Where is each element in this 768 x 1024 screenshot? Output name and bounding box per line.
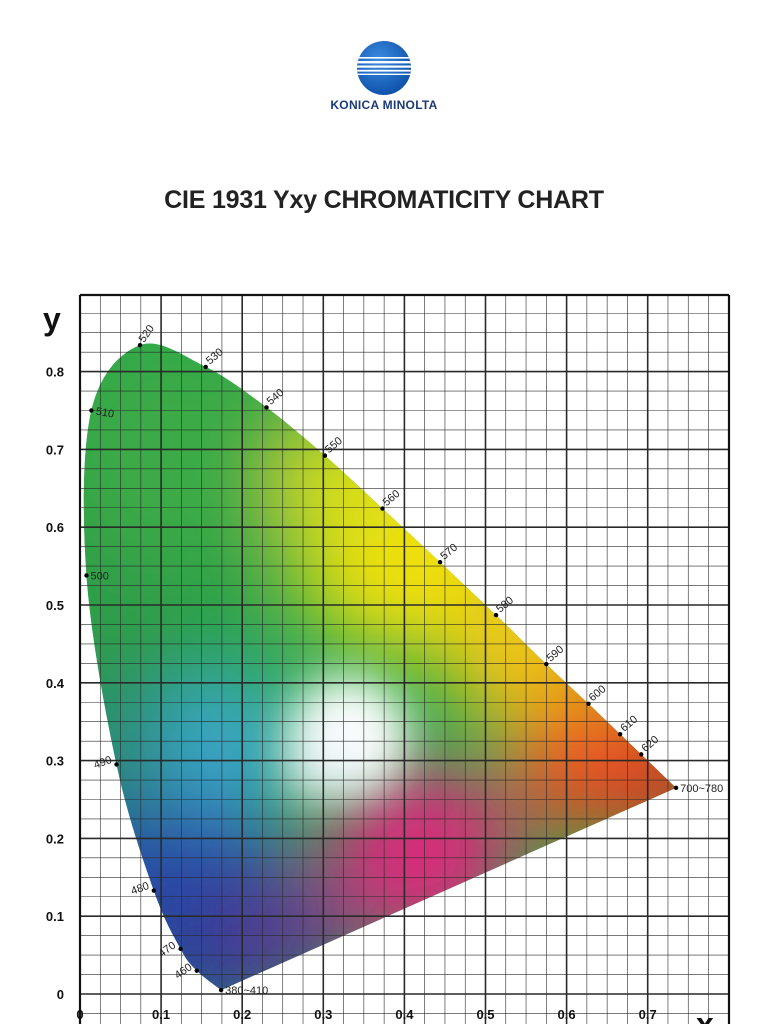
chart-title: CIE 1931 Yxy CHROMATICITY CHART bbox=[164, 186, 604, 214]
x-tick-label: 0.5 bbox=[476, 1007, 494, 1022]
grid bbox=[79, 295, 730, 1024]
wavelength-label: 590 bbox=[545, 643, 567, 664]
x-tick-label: 0.2 bbox=[233, 1007, 251, 1022]
wavelength-label: 610 bbox=[618, 713, 640, 734]
wavelength-label: 480 bbox=[129, 880, 150, 898]
x-tick-label: 0.6 bbox=[558, 1007, 576, 1022]
wavelength-point bbox=[380, 506, 385, 511]
wavelength-label: 500 bbox=[90, 570, 108, 582]
wavelength-label: 620 bbox=[639, 734, 661, 755]
wavelength-point bbox=[322, 453, 328, 458]
wavelength-label: 380~410 bbox=[225, 985, 268, 997]
wavelength-point bbox=[137, 342, 143, 348]
wavelength-label: 580 bbox=[494, 594, 516, 615]
wavelength-point bbox=[264, 405, 269, 410]
wavelength-label: 570 bbox=[438, 542, 460, 563]
x-tick-label: 0.1 bbox=[152, 1007, 170, 1022]
brand-name: KONICA MINOLTA bbox=[330, 98, 438, 112]
y-tick-label: 0 bbox=[57, 987, 64, 1002]
globe-icon bbox=[357, 41, 411, 95]
wavelength-label: 510 bbox=[95, 406, 115, 421]
y-tick-label: 0.6 bbox=[46, 520, 64, 535]
plot-frame bbox=[78, 293, 731, 1024]
wavelength-label: 490 bbox=[92, 754, 113, 772]
axis-labels: yx bbox=[43, 301, 714, 1024]
y-tick-label: 0.3 bbox=[46, 754, 64, 769]
wavelength-label: 700~780 bbox=[680, 783, 723, 795]
x-tick-label: 0.4 bbox=[395, 1007, 414, 1022]
brand-logo: KONICA MINOLTA bbox=[0, 40, 768, 112]
wavelength-label: 520 bbox=[137, 323, 157, 345]
y-tick-label: 0.8 bbox=[46, 365, 64, 380]
wavelength-point bbox=[586, 701, 591, 707]
wavelength-label: 550 bbox=[323, 435, 345, 456]
wavelength-label: 530 bbox=[204, 346, 226, 367]
y-tick-label: 0.1 bbox=[46, 909, 64, 924]
wavelength-point bbox=[437, 560, 443, 565]
wavelength-point bbox=[673, 785, 679, 791]
x-tick-label: 0.7 bbox=[639, 1007, 657, 1022]
wavelength-point bbox=[218, 987, 224, 993]
x-tick-label: 0.3 bbox=[314, 1007, 332, 1022]
wavelength-label: 600 bbox=[587, 683, 609, 704]
wavelength-point bbox=[617, 731, 623, 737]
wavelength-point bbox=[203, 364, 208, 370]
spectral-locus-fill bbox=[83, 343, 677, 991]
wavelength-point bbox=[194, 968, 199, 973]
y-tick-label: 0.5 bbox=[46, 598, 64, 613]
wavelength-label: 540 bbox=[265, 387, 287, 408]
y-tick-label: 0.2 bbox=[46, 831, 64, 846]
wavelength-label: 470 bbox=[156, 940, 178, 960]
wavelength-point bbox=[151, 888, 157, 893]
x-axis-label: x bbox=[696, 1006, 714, 1024]
x-tick-label: 0 bbox=[76, 1007, 83, 1022]
y-tick-label: 0.4 bbox=[46, 676, 65, 691]
wavelength-point bbox=[84, 573, 89, 578]
wavelength-point bbox=[639, 752, 644, 757]
wavelength-point bbox=[114, 762, 119, 767]
wavelength-point bbox=[493, 612, 499, 618]
wavelength-point bbox=[89, 408, 94, 413]
axis-ticks: 0 0.1 0.2 0.3 0.4 0.5 0.6 0.7 0.8 0 0.1 0.2 0.3 0.4 0.… bbox=[46, 365, 657, 1022]
wavelength-point bbox=[544, 661, 549, 667]
y-tick-label: 0.7 bbox=[46, 442, 64, 457]
wavelength-point bbox=[178, 946, 183, 952]
y-axis-label: y bbox=[43, 301, 61, 337]
